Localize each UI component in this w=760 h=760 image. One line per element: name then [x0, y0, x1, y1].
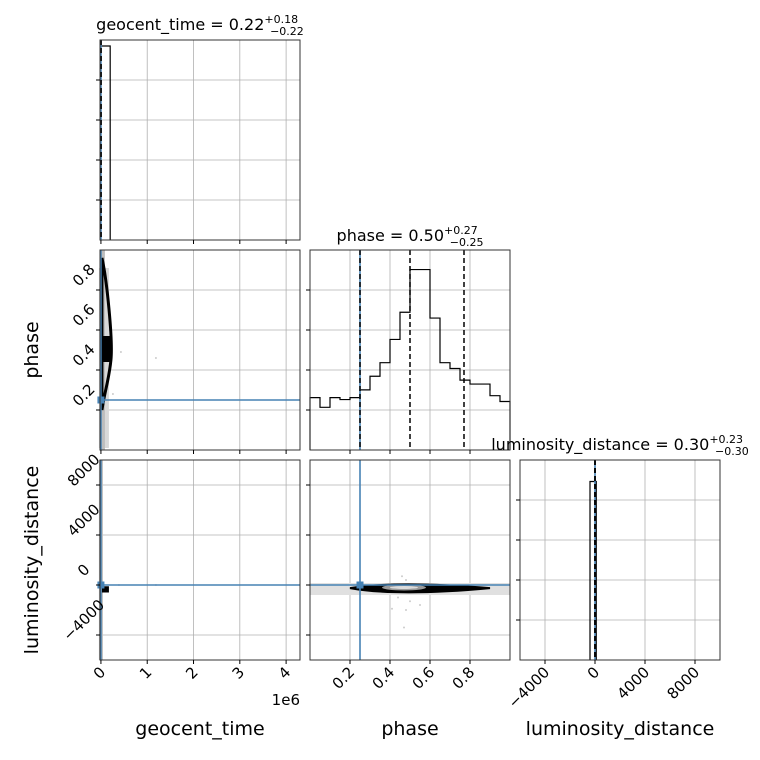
x-axis-label-geocent_time: geocent_time: [135, 718, 264, 740]
panel-frame: [99, 459, 301, 661]
injection-marker: [97, 581, 105, 589]
title-value: geocent_time = 0.22: [96, 15, 264, 35]
injection-marker: [97, 396, 105, 404]
x-axis-label-phase: phase: [381, 718, 438, 740]
scatter-point: [403, 626, 405, 629]
histogram-phase: [309, 268, 511, 450]
offset-label: 1e6: [272, 691, 300, 709]
panel-frame: [99, 39, 301, 241]
scatter-point: [397, 596, 399, 599]
scatter-point: [154, 357, 157, 359]
y-axis-label-phase: phase: [21, 321, 43, 378]
scatter-point: [391, 607, 393, 610]
scatter-point: [419, 604, 421, 606]
title-value: phase = 0.50: [337, 226, 444, 245]
title-lower-error: −0.30: [715, 445, 749, 458]
contour-core: [101, 336, 112, 362]
title-upper-error: +0.23: [709, 433, 743, 446]
scatter-point: [405, 579, 407, 581]
title-value: luminosity_distance = 0.30: [491, 435, 709, 455]
injection-marker: [356, 581, 364, 589]
title-lower-error: −0.22: [270, 25, 304, 38]
title-lower-error: −0.25: [450, 236, 484, 249]
panel-frame: [99, 249, 301, 451]
marks-layer: [97, 40, 597, 660]
scatter-point: [111, 393, 114, 395]
panel-frame: [309, 249, 511, 451]
panel-frame: [309, 459, 511, 661]
x-axis-label-luminosity_distance: luminosity_distance: [526, 718, 715, 740]
y-axis-label-luminosity_distance: luminosity_distance: [21, 466, 43, 655]
scatter-point: [409, 600, 411, 603]
panel-title-geocent_time: geocent_time = 0.22+0.18 −0.22: [96, 13, 304, 38]
panel-title-luminosity_distance: luminosity_distance = 0.30+0.23 −0.30: [491, 433, 749, 458]
scatter-point: [405, 609, 407, 611]
title-upper-error: +0.18: [264, 13, 298, 26]
frames-layer: [96, 39, 721, 664]
title-upper-error: +0.27: [444, 224, 478, 237]
contour-core: [390, 586, 418, 589]
scatter-point: [401, 575, 403, 578]
scatter-point: [119, 351, 122, 353]
panel-frame: [519, 459, 721, 661]
panel-title-phase: phase = 0.50+0.27 −0.25: [337, 224, 484, 249]
contour-core: [101, 586, 109, 593]
